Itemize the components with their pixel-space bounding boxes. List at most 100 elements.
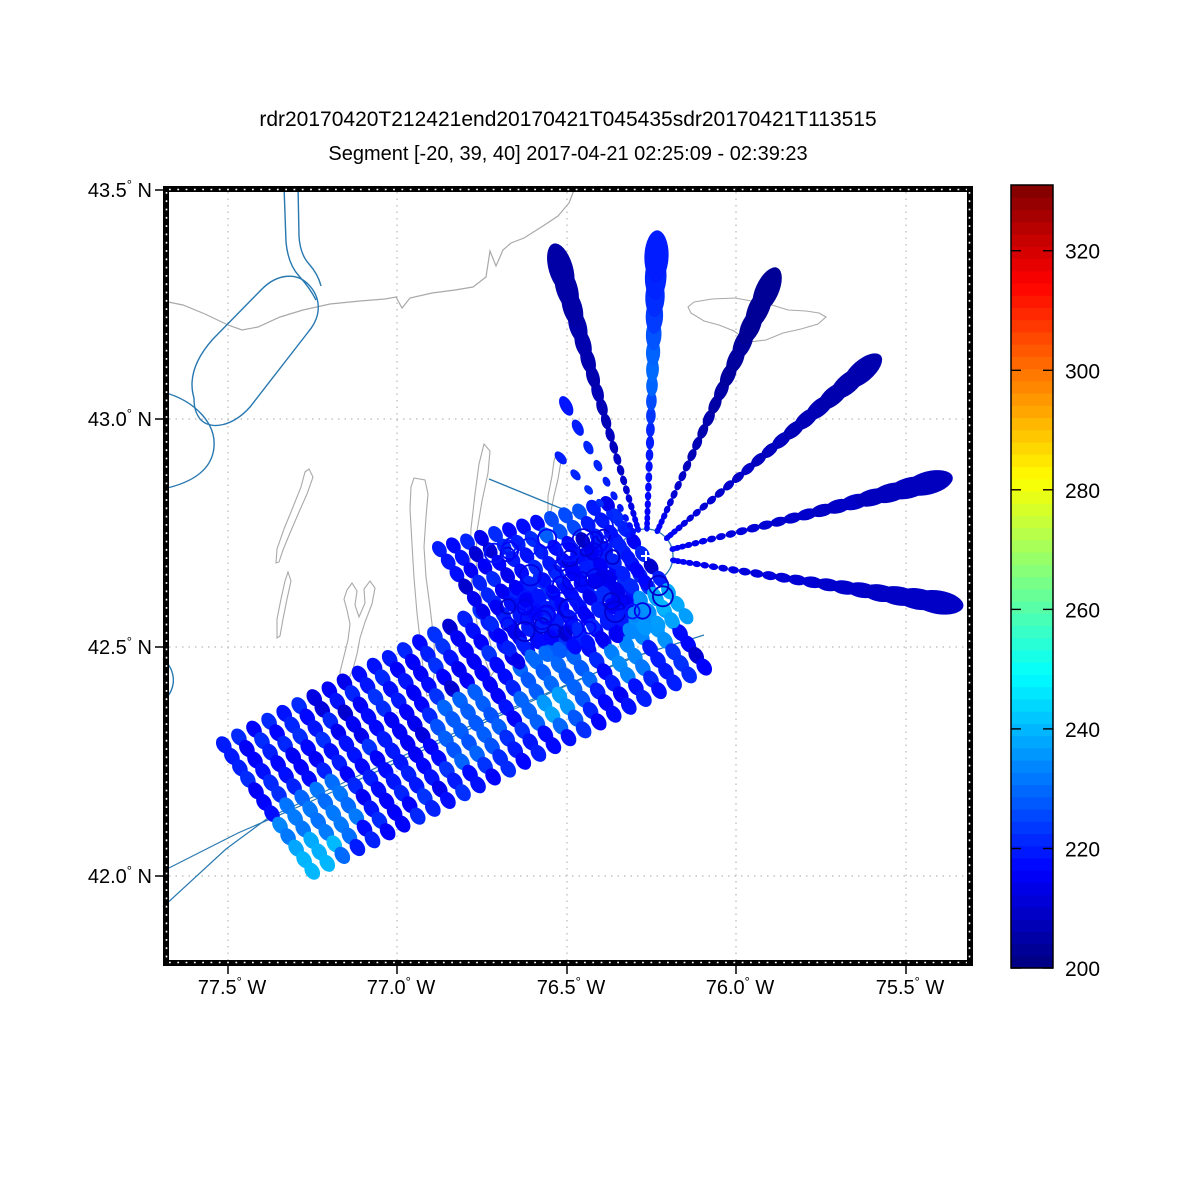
ray-dot [904,470,953,496]
open-scatter-marker [514,621,536,643]
swath-dot [449,565,465,583]
ray-dot [692,508,701,517]
plot-title: rdr20170420T212421end20170421T045435sdr2… [259,108,877,131]
swath-dot [364,831,381,849]
open-scatter-marker [604,549,621,565]
colorbar-band [1011,258,1053,272]
ray-dot [644,507,651,516]
colorbar-band [1011,356,1053,370]
swath-dot [600,496,615,513]
open-scatter-marker [624,603,641,620]
ray-dot [622,514,629,522]
swath-dot [440,553,456,570]
open-scatter-marker [516,590,537,610]
frame-left [163,186,169,966]
swath-dot [424,799,441,817]
x-tick-label: 77.5° W [198,974,267,999]
open-scatter-marker [582,620,597,635]
swath-dot [470,776,486,794]
x-tick-label: 75.5° W [876,974,945,999]
colorbar-band [1011,441,1053,455]
colorbar-band [1011,490,1053,504]
colorbar-band [1011,552,1053,565]
ray-dot [630,509,637,518]
open-scatter-marker [519,537,539,556]
axes-frame [155,186,973,974]
ray-dot [666,498,674,507]
swath-dot [612,537,628,554]
colorbar-band [1011,307,1053,321]
colorbar-band [1011,588,1053,602]
colorbar-band [1011,197,1053,211]
ray-dot [610,491,618,501]
swath-dot [664,611,680,629]
colorbar-band [1011,943,1053,957]
swath-dot [587,573,603,590]
ray-dot [741,462,755,476]
swath-dot [394,815,411,833]
swath-dot [486,570,501,588]
ray-dot [699,502,709,511]
swath-dot [446,537,461,554]
ray-dot [646,407,656,425]
colorbar-band [1011,662,1053,675]
ray-dot [606,510,614,519]
colorbar-band [1011,747,1053,761]
colorbar-band [1011,466,1053,480]
ray-dot [723,480,735,491]
ray-dot [770,516,787,527]
ray-dot [735,527,748,536]
swath-dot [530,744,547,762]
ray-dot [707,535,717,543]
ray-dot [686,514,695,522]
swath-dot [508,579,524,596]
ray-dot [731,471,745,484]
swath-dot [608,626,624,644]
swath-dot [619,594,634,611]
swath-dot [621,549,636,566]
swath-dot [530,514,545,532]
swath-dot [480,587,496,604]
colorbar-band [1011,331,1053,345]
ray-dot [554,451,567,465]
swath-dot [596,585,612,603]
swath-dot [454,549,470,567]
finger-lake-1-outline [275,468,314,564]
ray-dot [746,523,760,533]
ray-dot [593,459,603,472]
ray-dot [691,540,700,547]
colorbar-band [1011,344,1053,357]
swath-dot [484,615,500,633]
swath-dot [463,562,479,579]
swath-dot [580,634,596,651]
x-tick-label: 77.0° W [367,974,436,999]
swath-dot [440,791,456,810]
open-scatter-marker [562,571,581,591]
coastline [162,185,577,331]
shore-arc-west [162,391,215,490]
swath-dot [543,629,559,646]
colorbar-tick-label: 200 [1065,958,1100,981]
swath-dot [651,681,667,700]
colorbar-band [1011,380,1053,394]
open-scatter-marker [499,546,516,563]
open-scatter-marker [537,528,558,549]
ray-dot [774,572,792,583]
ray-dot [646,391,657,411]
colorbar-band [1011,515,1053,529]
swath-dot [488,526,503,543]
ray-dot [645,422,655,438]
ray-dot [620,526,627,534]
swath-dot [468,546,484,563]
colorbar-band [1011,576,1053,590]
colorbar-band [1011,723,1053,737]
ray-dot [700,562,710,569]
ray-dot [843,353,883,389]
swath-dot [572,503,587,520]
colorbar-band [1011,931,1053,945]
swath-dot [477,558,493,575]
ray-dot [628,502,635,511]
ray-dot [684,541,693,549]
ray-dot [685,559,694,566]
